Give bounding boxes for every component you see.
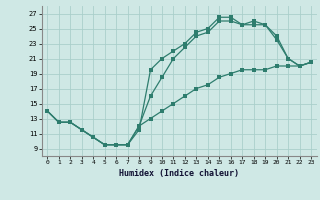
- X-axis label: Humidex (Indice chaleur): Humidex (Indice chaleur): [119, 169, 239, 178]
